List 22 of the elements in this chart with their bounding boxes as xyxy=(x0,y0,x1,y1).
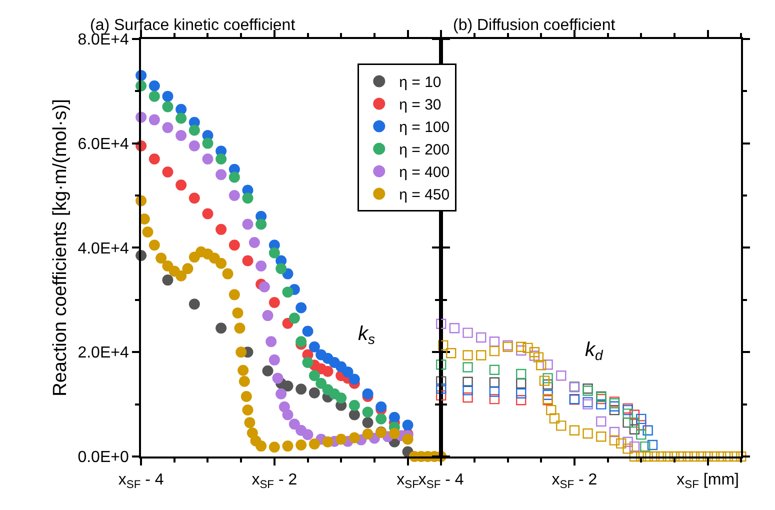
legend-label: η = 200 xyxy=(399,142,450,159)
y-tick-label: 4.0E+4 xyxy=(78,240,129,258)
legend-label: η = 100 xyxy=(399,119,450,136)
chart-title: (a) Surface kinetic coefficient xyxy=(90,17,296,34)
y-axis-title: Reaction coefficients [kg·m/(mol·s)] xyxy=(50,98,72,396)
annotation: k$_{s}$ xyxy=(358,323,375,348)
legend-label: η = 10 xyxy=(399,74,442,92)
y-tick-label: 0.0E+0 xyxy=(78,449,129,466)
legend-label: η = 30 xyxy=(399,96,442,114)
chart-title: (b) Diffusion coefficient xyxy=(453,17,616,34)
legend-label: η = 400 xyxy=(399,164,450,182)
x-tick-label: x$_{SF}$ - 4 xyxy=(418,472,464,492)
x-tick-label: x$_{SF}$ [mm] xyxy=(676,472,739,492)
x-tick-label: x$_{SF}$ - 4 xyxy=(118,472,164,492)
legend-label: η = 450 xyxy=(399,186,450,204)
annotation: k$_{d}$ xyxy=(585,339,604,364)
x-tick-label: x$_{SF}$ - 2 xyxy=(252,472,298,492)
x-tick-label: x$_{SF}$ - 2 xyxy=(552,472,598,492)
x-tick-label: x$_{SF}$ xyxy=(396,472,420,492)
y-tick-label: 8.0E+4 xyxy=(78,32,129,48)
y-tick-label: 2.0E+4 xyxy=(78,344,129,362)
y-tick-label: 6.0E+4 xyxy=(78,136,129,153)
